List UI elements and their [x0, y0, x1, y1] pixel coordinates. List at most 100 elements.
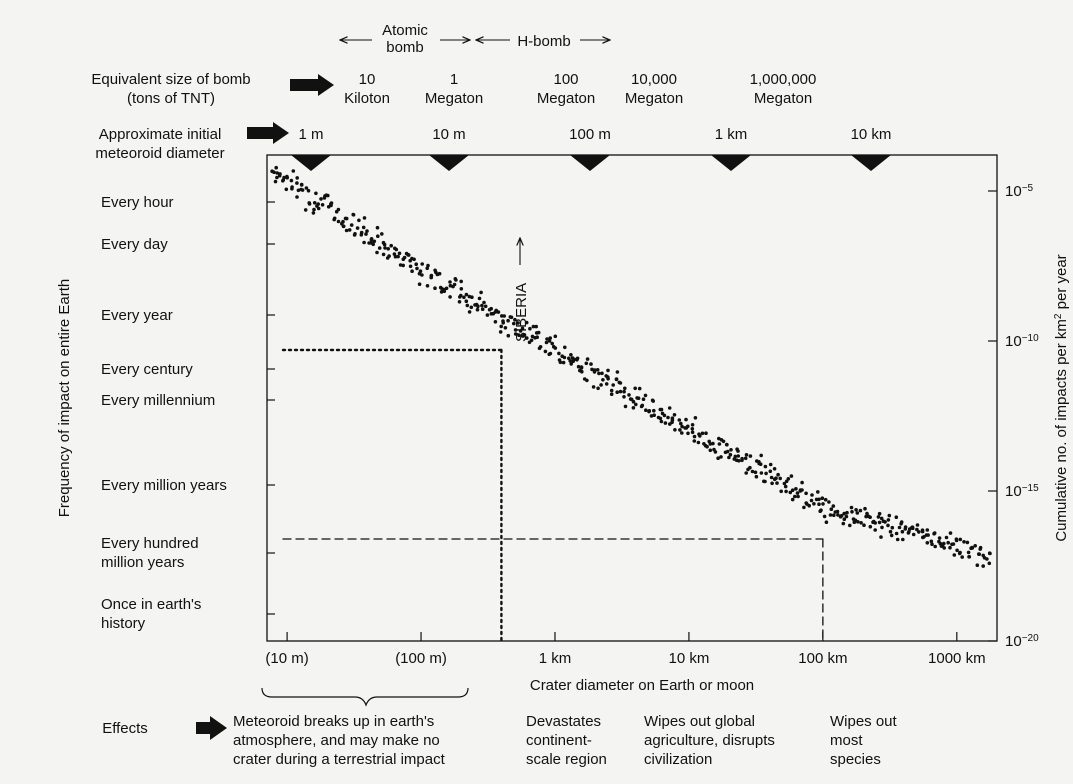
data-point [650, 398, 655, 403]
data-point [464, 299, 469, 304]
data-point [690, 423, 695, 427]
data-point [376, 234, 380, 238]
data-point [462, 295, 466, 300]
effect-1-line-0: Devastates [526, 713, 601, 730]
data-point [435, 272, 440, 277]
data-point [673, 428, 677, 432]
data-point [829, 507, 834, 512]
data-point [622, 389, 626, 394]
data-point [412, 257, 416, 262]
data-point [954, 538, 959, 543]
effect-0-line-2: crater during a terrestrial impact [233, 751, 446, 768]
data-point [380, 232, 384, 236]
data-point [469, 305, 474, 310]
x-tick-label-4: 100 km [798, 650, 847, 667]
data-point [401, 263, 406, 268]
data-point [347, 228, 352, 232]
data-point [769, 475, 774, 480]
data-point [357, 218, 361, 223]
left-tick-label-7: Once in earth's [101, 596, 201, 613]
data-point [576, 364, 581, 369]
data-point [535, 335, 539, 340]
x-tick-label-5: 1000 km [928, 650, 986, 667]
data-point [448, 280, 452, 284]
data-point [951, 542, 956, 546]
data-point [737, 459, 741, 463]
data-point [842, 517, 847, 521]
data-point [823, 497, 828, 502]
data-point [536, 330, 541, 335]
data-point [772, 467, 777, 471]
data-point [531, 324, 536, 329]
diameter-marker-0 [291, 155, 331, 171]
data-point [981, 564, 985, 568]
data-point [615, 390, 619, 395]
data-point [457, 300, 462, 304]
right-tick-label-0: 10−5 [1005, 183, 1034, 201]
data-point [534, 324, 538, 329]
data-point [344, 228, 349, 233]
data-point [634, 402, 638, 407]
data-point [382, 242, 387, 247]
data-point [562, 355, 567, 360]
data-point [312, 207, 316, 212]
data-point [897, 525, 902, 530]
data-point [402, 255, 407, 260]
data-point [662, 413, 667, 418]
right-axis-title: Cumulative no. of impacts per km2 per ye… [1053, 254, 1071, 541]
data-point [977, 552, 981, 556]
data-point [907, 530, 911, 534]
data-point [393, 254, 398, 259]
data-point [611, 383, 615, 387]
data-point [865, 511, 869, 516]
data-point [582, 377, 587, 381]
data-point [464, 292, 469, 297]
data-point [915, 523, 920, 527]
data-point [659, 419, 664, 424]
data-point [759, 453, 763, 458]
data-point [690, 427, 695, 431]
data-point [942, 546, 946, 550]
data-point [690, 430, 695, 435]
data-point [944, 535, 949, 540]
data-point [538, 345, 543, 349]
data-point [329, 203, 333, 208]
data-point [606, 368, 610, 373]
effect-3-line-0: Wipes out [830, 713, 898, 730]
data-point [580, 369, 584, 374]
left-tick-label-4: Every millennium [101, 392, 215, 409]
data-point [295, 176, 300, 180]
data-point [359, 233, 364, 237]
data-point [697, 432, 701, 437]
data-point [711, 441, 715, 446]
data-point [868, 524, 873, 529]
data-point [341, 224, 346, 229]
data-point [545, 337, 549, 341]
effect-3-line-1: most [830, 732, 863, 749]
bomb-size-label-line1: Equivalent size of bomb [91, 71, 250, 88]
data-point [513, 328, 518, 332]
data-point [501, 319, 505, 323]
data-point [683, 426, 687, 430]
data-point [448, 295, 452, 299]
data-point [782, 481, 787, 486]
meteoroid-diameter-4: 10 km [851, 126, 892, 143]
data-point [850, 510, 854, 514]
data-point [316, 206, 321, 211]
right-tick-base-3: 10 [1005, 633, 1022, 650]
data-point [425, 284, 430, 288]
data-point [809, 498, 814, 503]
left-tick-label2-6: million years [101, 554, 184, 571]
data-point [873, 528, 877, 532]
effect-2-line-0: Wipes out global [644, 713, 755, 730]
data-point [622, 395, 626, 399]
data-point [558, 360, 563, 365]
data-point [579, 366, 584, 370]
data-point [563, 345, 567, 350]
data-point [344, 216, 349, 221]
data-point [525, 336, 529, 340]
data-point [800, 480, 804, 485]
data-point [728, 452, 733, 457]
data-point [593, 368, 597, 372]
data-point [375, 225, 380, 230]
